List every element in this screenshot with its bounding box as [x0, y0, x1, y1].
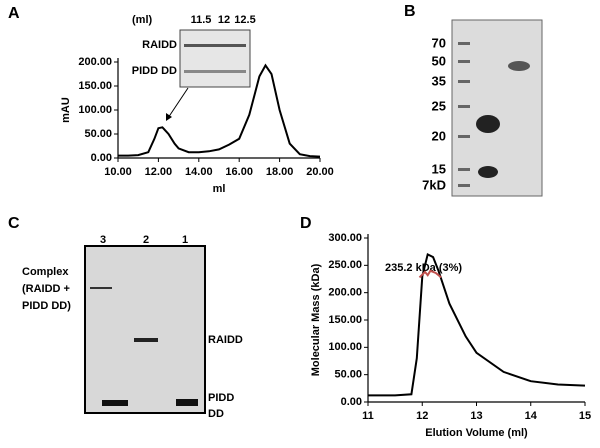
side-label: RAIDD — [208, 334, 243, 346]
y-tick-label: 50.00 — [334, 369, 362, 381]
panel-label: B — [404, 3, 416, 20]
y-tick-label: 300.00 — [328, 232, 362, 244]
inset-header: 12.5 — [234, 14, 255, 26]
side-label: PIDD DD) — [22, 300, 71, 312]
gel-band — [90, 287, 112, 289]
lane-label: 3 — [100, 234, 106, 246]
x-tick-label: 18.00 — [266, 166, 294, 178]
gel-band — [476, 115, 500, 133]
arrow — [167, 87, 189, 119]
x-axis-title: ml — [213, 183, 226, 195]
y-axis-title: mAU — [60, 97, 72, 123]
inset-header: 11.5 — [191, 14, 212, 26]
side-label: PIDD — [208, 392, 234, 404]
lane-label: 2 — [143, 234, 149, 246]
panel-label: D — [300, 215, 312, 232]
y-tick-label: 50.00 — [84, 128, 112, 140]
x-tick-label: 14 — [525, 410, 538, 422]
side-label: Complex — [22, 266, 69, 278]
y-tick-label: 100.00 — [78, 104, 112, 116]
y-tick-label: 0.00 — [91, 152, 112, 164]
x-tick-label: 11 — [362, 410, 374, 422]
y-axis-title: Molecular Mass (kDa) — [310, 263, 322, 376]
line — [418, 269, 442, 279]
panel-label: A — [8, 5, 20, 22]
marker-label: 15 — [432, 161, 446, 176]
gel-band — [184, 70, 246, 73]
x-tick-label: 15 — [579, 410, 591, 422]
ladder — [458, 42, 470, 187]
x-tick-label: 12.00 — [145, 166, 173, 178]
inset-gel — [179, 29, 251, 88]
side-label: (RAIDD + — [22, 283, 70, 295]
y-tick-label: 200.00 — [78, 56, 112, 68]
marker-label: 70 — [432, 35, 446, 50]
gel-band — [176, 399, 198, 406]
marker-label: 7kD — [422, 177, 446, 192]
x-tick-label: 12 — [416, 410, 428, 422]
marker-label: 20 — [432, 128, 446, 143]
inset-header: 12 — [218, 14, 230, 26]
y-tick-label: 0.00 — [341, 396, 362, 408]
x-tick-label: 14.00 — [185, 166, 213, 178]
line — [368, 252, 586, 397]
inset-row-label: RAIDD — [142, 39, 177, 51]
lane-label: 1 — [182, 234, 188, 246]
arrow-head — [166, 113, 172, 121]
line — [118, 63, 321, 158]
gel-band — [478, 166, 498, 178]
side-label: DD — [208, 408, 224, 420]
gel-band — [184, 44, 246, 47]
gel-band — [508, 61, 530, 71]
marker-label: 35 — [432, 73, 446, 88]
gel-c — [84, 245, 206, 414]
inset-row-label: PIDD DD — [132, 65, 177, 77]
gel-band — [102, 400, 128, 406]
marker-label: 25 — [432, 98, 446, 113]
gel-band — [134, 338, 158, 342]
x-tick-label: 13 — [470, 410, 482, 422]
x-axis-title: Elution Volume (ml) — [425, 427, 528, 439]
marker-label: 50 — [432, 53, 446, 68]
x-tick-label: 20.00 — [306, 166, 334, 178]
x-tick-label: 10.00 — [104, 166, 132, 178]
y-tick-label: 200.00 — [328, 287, 362, 299]
y-tick-label: 250.00 — [328, 259, 362, 271]
x-tick-label: 16.00 — [225, 166, 253, 178]
y-tick-label: 150.00 — [328, 314, 362, 326]
y-tick-label: 100.00 — [328, 341, 362, 353]
panel-label: C — [8, 215, 20, 232]
inset-header: (ml) — [132, 14, 153, 26]
y-tick-label: 150.00 — [78, 80, 112, 92]
